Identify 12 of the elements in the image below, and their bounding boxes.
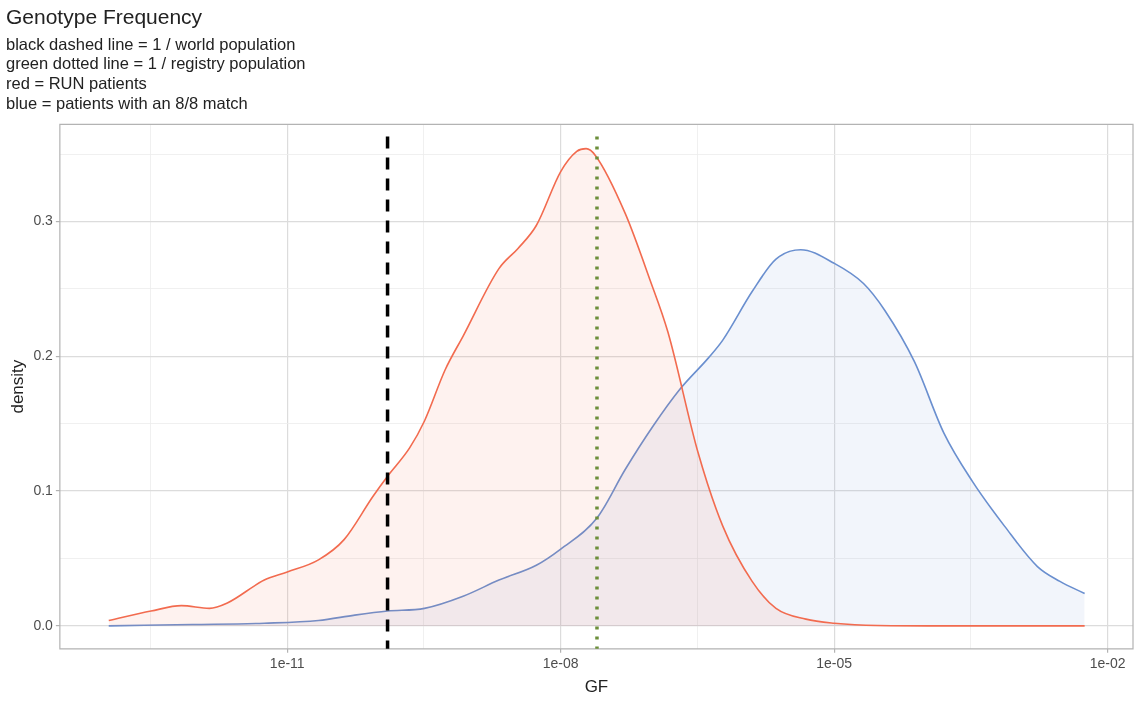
chart-subtitle: black dashed line = 1 / world population green dotted line = 1 / registry population red = RUN patients blue = patients with an 8/8 match [6, 34, 306, 113]
y-tick-label: 0.1 [33, 481, 54, 498]
x-tick-label: 1e-05 [816, 655, 853, 672]
x-tick-label: 1e-08 [542, 655, 579, 672]
y-tick-label: 0.2 [33, 347, 54, 364]
x-axis-title: GF [584, 677, 609, 697]
y-tick-label: 0.3 [33, 212, 54, 229]
x-tick-label: 1e-02 [1089, 655, 1126, 672]
y-tick-label: 0.0 [33, 616, 54, 633]
x-tick-label: 1e-11 [269, 655, 305, 672]
y-axis-title: density [7, 359, 27, 414]
chart-title: Genotype Frequency [6, 5, 203, 29]
